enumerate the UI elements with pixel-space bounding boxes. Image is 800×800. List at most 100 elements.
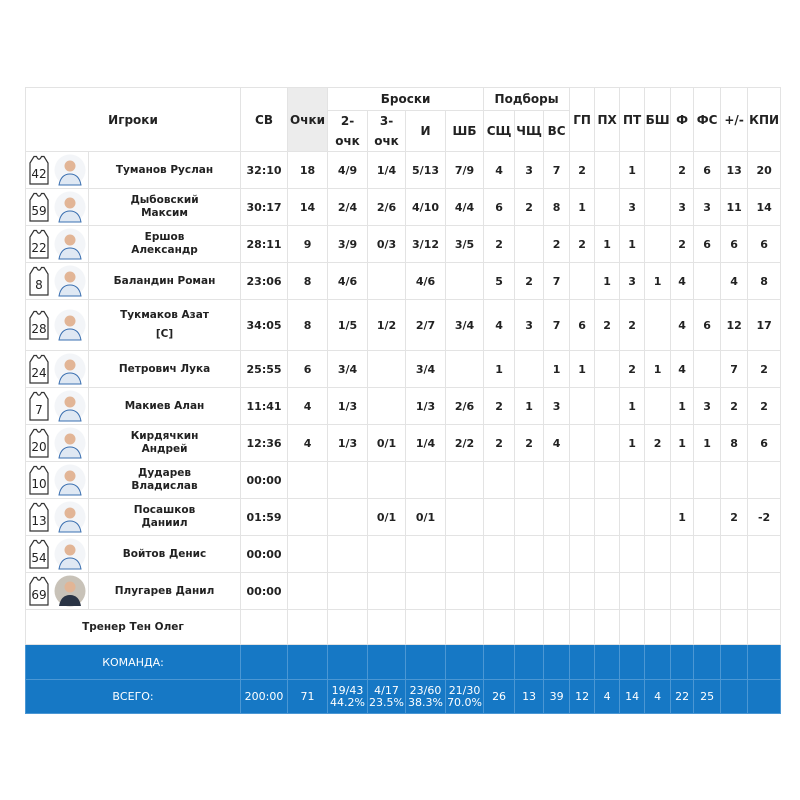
jersey-number: 42 xyxy=(32,167,47,181)
stat-cell xyxy=(445,262,485,300)
stat-cell xyxy=(644,299,672,351)
stat-cell: 1 xyxy=(619,225,646,263)
player-name-text: Тукмаков Азат xyxy=(120,309,209,321)
stat-cell: 2 xyxy=(720,498,749,536)
stat-cell: 25 xyxy=(693,679,722,714)
stat-cell: 0/1 xyxy=(367,424,407,462)
stat-cell xyxy=(514,535,545,573)
stat-cell: 4/6 xyxy=(327,262,369,300)
stat-cell: 7 xyxy=(543,262,571,300)
stat-cell: 4 xyxy=(287,424,329,462)
jersey-outline xyxy=(29,155,49,185)
photo-cell xyxy=(52,535,89,573)
stat-cell: 4 xyxy=(483,299,516,351)
stat-cell: 2 xyxy=(747,387,782,425)
jersey-icon: 10 xyxy=(29,465,49,495)
photo-body xyxy=(59,595,82,606)
jersey-number: 54 xyxy=(32,551,47,565)
stat-column-header: ФС xyxy=(693,87,722,152)
empty-cell xyxy=(240,609,289,645)
stat-line: 44.2% xyxy=(330,695,365,709)
stat-cell xyxy=(405,461,447,499)
stat-cell: 3 xyxy=(514,299,545,351)
jersey-icon: 7 xyxy=(29,391,49,421)
jersey-outline xyxy=(29,354,49,384)
player-row: 7 Макиев Алан 11:41 4 1/3 1/3 2/6 2 1 3 1 1 3 2 2 xyxy=(25,387,782,425)
stat-cell: 4 xyxy=(543,424,571,462)
jersey-cell: 13 xyxy=(25,498,53,536)
photo-head xyxy=(64,507,76,519)
stat-cell xyxy=(619,461,646,499)
player-row: 20 Кирдячкин Андрей 12:36 4 1/3 0/1 1/4 2/2 2 2 4 1… xyxy=(25,424,782,462)
player-photo xyxy=(54,538,86,570)
stat-cell xyxy=(747,461,782,499)
coach-name: Тренер Тен Олег xyxy=(24,609,242,645)
stat-cell: 2 xyxy=(594,299,621,351)
stat-cell xyxy=(747,572,782,610)
stat-cell xyxy=(670,461,695,499)
jersey-icon: 20 xyxy=(29,428,49,458)
stat-cell: 34:05 xyxy=(240,299,289,351)
stat-cell: 3/4 xyxy=(445,299,485,351)
player-row: 13 Посашков Даниил 01:59 0/1 0/1 1 2 -2 xyxy=(25,498,782,536)
stat-cell: 13 xyxy=(514,679,545,714)
stat-cell: 1 xyxy=(543,350,571,388)
stat-cell: 3 xyxy=(693,387,722,425)
jersey-icon: 24 xyxy=(29,354,49,384)
photo-head xyxy=(64,470,76,482)
stat-cell: 1/3 xyxy=(405,387,447,425)
photo-body xyxy=(58,483,82,496)
player-photo xyxy=(54,309,86,341)
stat-cell: 3/4 xyxy=(327,350,369,388)
player-name: Туманов Руслан xyxy=(87,151,242,189)
stat-cell: 1/4 xyxy=(367,151,407,189)
player-name-text: Баландин Роман xyxy=(113,274,216,287)
stat-cell xyxy=(720,572,749,610)
stat-cell xyxy=(367,262,407,300)
player-name-text: Туманов Руслан xyxy=(115,163,214,176)
stat-cell: 5 xyxy=(483,262,516,300)
stat-cell: 2 xyxy=(569,151,596,189)
stat-cell xyxy=(445,572,485,610)
stat-cell: 1 xyxy=(483,350,516,388)
stat-column-header: ПХ xyxy=(594,87,621,152)
stat-cell: 1 xyxy=(644,350,672,388)
jersey-number: 28 xyxy=(32,322,47,336)
table-header: Игроки СВ Очки Броски Подборы ГП ПХ ПТ БШ Ф Ф… xyxy=(24,87,782,152)
stat-cell xyxy=(594,535,621,573)
jersey-icon: 22 xyxy=(29,229,49,259)
empty-cell xyxy=(514,609,545,645)
stat-cell xyxy=(644,461,672,499)
empty-cell xyxy=(514,644,545,680)
stat-cell xyxy=(569,535,596,573)
stat-cell: 2/6 xyxy=(445,387,485,425)
stat-cell xyxy=(287,498,329,536)
player-photo xyxy=(54,154,86,186)
stat-cell xyxy=(693,350,722,388)
player-name: Плугарев Данил xyxy=(87,572,242,610)
stat-cell: 3/9 xyxy=(327,225,369,263)
stat-cell xyxy=(693,572,722,610)
photo-cell xyxy=(52,461,89,499)
stat-cell: 7 xyxy=(543,151,571,189)
player-photo xyxy=(54,575,86,607)
stat-cell: 4/10 xyxy=(405,188,447,226)
player-name: Петрович Лука xyxy=(87,350,242,388)
empty-cell xyxy=(240,644,289,680)
stat-cell: 1/4 xyxy=(405,424,447,462)
player-photo xyxy=(54,265,86,297)
stat-line: 70.0% xyxy=(447,695,483,709)
stat-cell: 23/60 38.3% xyxy=(405,679,447,714)
stat-cell: 6 xyxy=(693,151,722,189)
stat-cell: 11 xyxy=(720,188,749,226)
stat-cell xyxy=(514,498,545,536)
stat-column-header: +/- xyxy=(720,87,749,152)
stat-cell: 39 xyxy=(543,679,571,714)
rebounds-column-header: ВС xyxy=(543,110,571,152)
stat-cell xyxy=(483,461,516,499)
rebounds-column-header: ЧЩ xyxy=(514,110,545,152)
player-row: 69 Плугарев Данил 00:00 xyxy=(25,572,782,610)
stat-cell: 6 xyxy=(747,225,782,263)
stat-cell: 4 xyxy=(670,299,695,351)
stat-cell: 7 xyxy=(543,299,571,351)
